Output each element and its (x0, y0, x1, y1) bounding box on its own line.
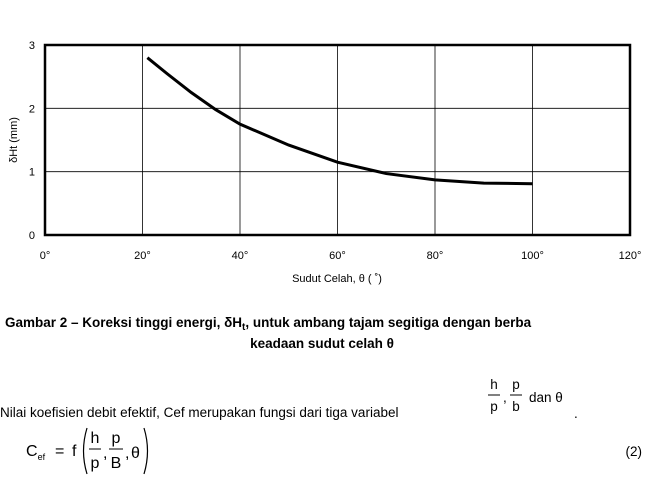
y-tick-label: 0 (29, 230, 35, 242)
x-tick-label: 120° (619, 250, 642, 262)
paren (82, 427, 88, 475)
y-tick-label: 2 (29, 103, 35, 115)
frac-den: p (490, 399, 498, 414)
eq-lhs-sub: ef (38, 452, 46, 462)
x-tick-label: 80° (427, 250, 444, 262)
frac-num: h (91, 430, 100, 447)
caption-line2: keadaan sudut celah θ (250, 336, 394, 351)
x-tick-label: 100° (521, 250, 544, 262)
eq-lhs-c: C (26, 443, 38, 460)
data-line (146, 56, 533, 186)
separator: , (103, 445, 107, 462)
separator: , (125, 445, 129, 462)
frac-den: p (91, 455, 100, 472)
frac-num: p (112, 430, 121, 447)
x-tick-label: 40° (232, 250, 249, 262)
y-tick-label: 1 (29, 167, 35, 179)
caption-start: Gambar 2 – Koreksi tinggi energi, δH (5, 315, 242, 330)
y-axis-label: δHt (mm) (8, 117, 20, 163)
eq-theta: θ (131, 445, 140, 462)
eq-number: (2) (626, 444, 643, 459)
caption-sub: t (242, 322, 246, 333)
frac-num: p (512, 377, 520, 392)
x-axis-label: Sudut Celah, θ ( ˚) (292, 273, 382, 285)
x-tick-label: 20° (134, 250, 151, 262)
y-tick-label: 3 (29, 40, 35, 52)
caption-line1: Gambar 2 – Koreksi tinggi energi, δHt, u… (5, 315, 532, 333)
eq-func: f (72, 443, 77, 460)
x-tick-label: 60° (329, 250, 346, 262)
frac-num: h (490, 377, 498, 392)
eq-lhs: Cef (26, 443, 46, 462)
paragraph-tail: dan θ (529, 390, 563, 405)
frac-den: B (111, 455, 122, 472)
paragraph-end: . (574, 406, 578, 421)
paragraph-text: Nilai koefisien debit efektif, Cef merup… (0, 405, 398, 420)
separator: , (503, 390, 507, 405)
frac-den: b (512, 399, 520, 414)
paren (143, 427, 149, 475)
plot-frame (43, 43, 632, 237)
x-tick-label: 0° (40, 250, 51, 262)
eq-op: = (55, 443, 64, 460)
caption-end: , untuk ambang tajam segitiga dengan ber… (245, 315, 531, 330)
